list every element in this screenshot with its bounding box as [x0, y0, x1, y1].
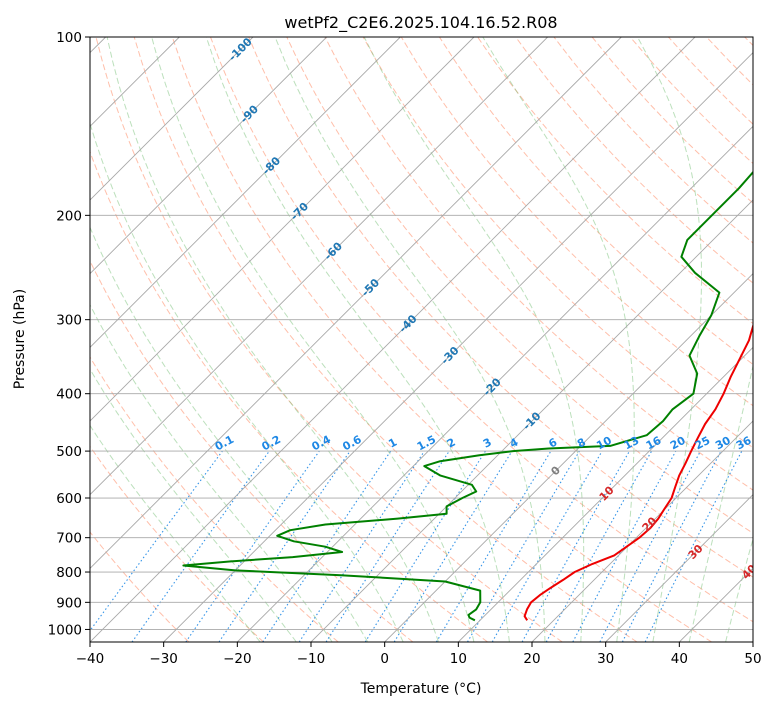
- series-lines: [182, 170, 753, 622]
- moist-adiabat: [151, 37, 475, 642]
- isotherm-line: [90, 37, 475, 422]
- dry-adiabat: [95, 37, 563, 642]
- y-tick-label: 400: [56, 387, 82, 403]
- moist-adiabat: [106, 37, 439, 642]
- dry-adiabat: [90, 150, 488, 642]
- x-tick-label: 50: [744, 651, 761, 667]
- dry-adiabat: [133, 37, 638, 642]
- dry-adiabat: [210, 37, 753, 623]
- mixing-ratio-line: [521, 450, 630, 642]
- x-tick-label: −40: [76, 651, 105, 667]
- mixing-ratio-line: [298, 450, 425, 642]
- chart-title: wetPf2_C2E6.2025.104.16.52.R08: [284, 13, 557, 33]
- y-tick-label: 200: [56, 208, 82, 224]
- y-ticks: 100 200 300 400 500 600 700 800 900 1000: [48, 30, 90, 638]
- y-tick-label: 500: [56, 444, 82, 460]
- isotherm-line: [163, 52, 753, 642]
- mixing-ratio-line: [572, 450, 677, 642]
- background-lines: [90, 37, 753, 642]
- mixing-ratio-label: 20: [668, 434, 688, 453]
- plot-background: [90, 37, 753, 642]
- x-tick-label: −30: [149, 651, 178, 667]
- moist-adiabat: [90, 121, 404, 642]
- y-tick-label: 600: [56, 491, 82, 507]
- mixing-ratio-line: [393, 450, 513, 642]
- moist-adiabat: [90, 424, 261, 642]
- moist-adiabat: [205, 37, 510, 642]
- temperature-profile-line: [523, 322, 753, 621]
- mixing-ratio-line: [218, 450, 351, 642]
- mixing-ratio-line: [262, 450, 392, 642]
- x-axis-title: Temperature (°C): [360, 681, 482, 697]
- y-tick-label: 100: [56, 30, 82, 46]
- x-ticks: −40 −30 −20 −10 0 10 20 30 40 50: [76, 642, 762, 667]
- mixing-ratio-line: [90, 450, 223, 632]
- isotherm-line: [90, 37, 401, 348]
- x-tick-label: 0: [380, 651, 389, 667]
- moist-adiabat: [90, 226, 369, 642]
- isotherm-line: [90, 37, 327, 275]
- mixing-ratio-label: 30: [713, 434, 733, 453]
- mixing-ratio-line: [644, 450, 743, 642]
- isotherm-line: [90, 37, 696, 642]
- moist-adiabat: [274, 37, 546, 642]
- isotherm-line: [458, 346, 753, 642]
- dry-adiabat: [515, 37, 753, 284]
- mixing-ratio-label: 25: [693, 434, 713, 453]
- isotherm-line: [90, 37, 254, 201]
- y-tick-label: 1000: [48, 622, 82, 638]
- moist-adiabat: [363, 37, 585, 642]
- dry-adiabat: [90, 356, 339, 642]
- isotherm-line: [752, 641, 753, 642]
- dry-adiabat: [438, 37, 753, 366]
- isotherm-line: [384, 273, 753, 642]
- y-tick-label: 800: [56, 565, 82, 581]
- moist-adiabat: [482, 37, 635, 642]
- mixing-ratio-line: [545, 450, 653, 642]
- x-tick-label: 30: [597, 651, 614, 667]
- x-tick-label: −20: [223, 651, 252, 667]
- dewpoint-profile-line: [182, 170, 753, 622]
- dry-adiabat: [90, 445, 264, 642]
- moist-adiabat: [637, 37, 702, 642]
- mixing-ratio-label: 16: [644, 434, 664, 453]
- y-tick-label: 700: [56, 531, 82, 547]
- x-tick-label: 20: [523, 651, 540, 667]
- dry-adiabat: [248, 37, 753, 578]
- isotherm-line: [237, 125, 753, 642]
- mixing-ratio-label: 13: [622, 434, 642, 453]
- dry-adiabat: [171, 37, 712, 642]
- mixing-ratio-line: [325, 450, 450, 642]
- x-tick-label: 40: [671, 651, 688, 667]
- mixing-ratio-label: 10: [594, 434, 614, 453]
- x-tick-label: 10: [450, 651, 467, 667]
- isotherm-line: [310, 199, 753, 642]
- mixing-ratio-line: [185, 450, 320, 642]
- isotherm-line: [90, 37, 548, 496]
- y-tick-label: 900: [56, 595, 82, 611]
- isotherm-line: [605, 494, 753, 642]
- mixing-ratio-label: 36: [734, 434, 754, 453]
- dry-adiabat: [400, 37, 753, 407]
- y-axis-title: Pressure (hPa): [12, 289, 28, 389]
- mixing-ratio-line: [131, 450, 270, 642]
- x-tick-label: −10: [297, 651, 326, 667]
- dry-adiabat: [90, 531, 190, 642]
- isotherm-line: [90, 37, 622, 569]
- plot-frame: [89, 36, 754, 643]
- y-tick-label: 300: [56, 313, 82, 329]
